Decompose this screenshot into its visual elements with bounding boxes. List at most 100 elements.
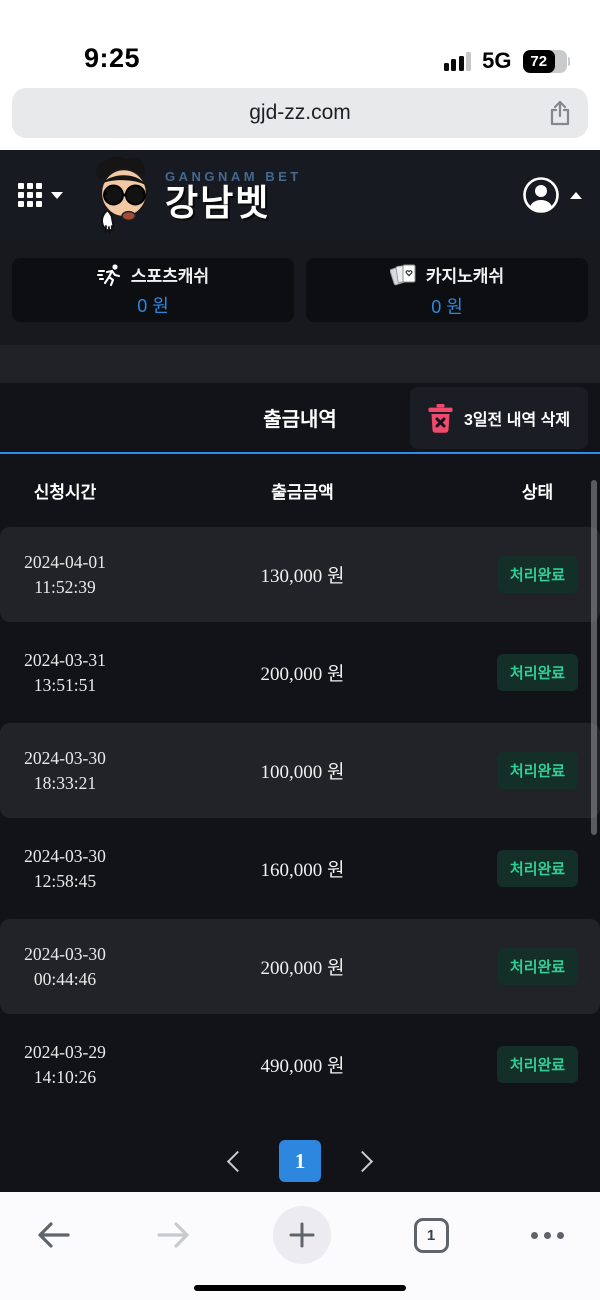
status-cell: 처리완료 xyxy=(475,850,600,887)
tab-count: 1 xyxy=(426,1226,436,1244)
site-logo[interactable]: GANGNAM BET 강남벳 xyxy=(85,155,302,235)
network-type: 5G xyxy=(482,48,512,73)
url-text[interactable]: gjd-zz.com xyxy=(249,101,351,124)
request-date: 2024-04-01 xyxy=(24,551,106,572)
request-time: 13:51:51 xyxy=(33,674,97,695)
profile-icon xyxy=(523,177,559,213)
prev-page-icon[interactable] xyxy=(226,1150,249,1172)
request-time-cell: 2024-03-29 14:10:26 xyxy=(0,1040,130,1090)
status-cell: 처리완료 xyxy=(475,948,600,985)
request-time-cell: 2024-04-01 11:52:39 xyxy=(0,550,130,600)
request-time-cell: 2024-03-30 00:44:46 xyxy=(0,942,130,992)
request-date: 2024-03-30 xyxy=(24,747,106,768)
brand-name-ko: 강남벳 xyxy=(165,181,271,223)
back-icon xyxy=(38,1222,70,1248)
runner-icon xyxy=(96,263,120,286)
request-time: 14:10:26 xyxy=(33,1066,97,1087)
request-date: 2024-03-29 xyxy=(24,1041,106,1062)
address-bar[interactable]: gjd-zz.com xyxy=(12,88,588,138)
section-header: 출금내역 3일전 내역 삭제 xyxy=(0,383,600,452)
spacer-band xyxy=(0,345,600,383)
request-date: 2024-03-30 xyxy=(24,845,106,866)
cash-summary-row: 스포츠캐쉬 0 원 카지노캐쉬 0 원 xyxy=(0,240,600,345)
request-time: 11:52:39 xyxy=(34,576,96,597)
battery-percent: 72 xyxy=(530,52,548,70)
more-menu-button[interactable] xyxy=(531,1231,564,1239)
delete-history-button[interactable]: 3일전 내역 삭제 xyxy=(410,387,588,449)
request-time-cell: 2024-03-30 12:58:45 xyxy=(0,844,130,894)
col-header-amount: 출금금액 xyxy=(271,483,334,502)
col-header-request-time: 신청시간 xyxy=(33,483,97,502)
status-badge: 처리완료 xyxy=(496,556,579,593)
browser-toolbar: 1 xyxy=(0,1192,600,1300)
new-tab-button[interactable] xyxy=(273,1206,331,1264)
mascot-icon xyxy=(96,156,148,235)
scrollbar-thumb[interactable] xyxy=(591,480,597,835)
caret-down-icon xyxy=(51,191,63,199)
table-row: 2024-03-29 14:10:26 490,000 원 처리완료 xyxy=(0,1017,600,1112)
request-date: 2024-03-31 xyxy=(24,649,106,670)
trash-delete-icon xyxy=(428,403,453,433)
page-button-1[interactable]: 1 xyxy=(279,1140,321,1182)
status-badge: 처리완료 xyxy=(496,948,579,985)
request-time-cell: 2024-03-31 13:51:51 xyxy=(0,648,130,698)
status-indicators: 5G 72 xyxy=(443,48,570,74)
col-header-status: 상태 xyxy=(521,483,554,502)
amount-cell: 130,000 원 xyxy=(260,566,345,587)
amount-cell: 200,000 원 xyxy=(260,664,345,685)
status-cell: 처리완료 xyxy=(475,752,600,789)
brand-name-en: GANGNAM BET xyxy=(165,168,302,184)
table-header: 신청시간 출금금액 상태 xyxy=(0,454,600,527)
playing-cards-icon xyxy=(389,264,416,285)
grid-menu-button[interactable] xyxy=(18,183,63,207)
clock: 9:25 xyxy=(84,43,141,73)
new-tab-plus-icon xyxy=(289,1222,315,1248)
request-time: 18:33:21 xyxy=(33,772,97,793)
amount-cell: 160,000 원 xyxy=(260,860,345,881)
profile-menu-button[interactable] xyxy=(521,175,582,215)
table-row: 2024-04-01 11:52:39 130,000 원 처리완료 xyxy=(0,527,600,622)
sports-cash-value: 0 원 xyxy=(137,296,169,316)
casino-cash-card[interactable]: 카지노캐쉬 0 원 xyxy=(306,258,588,322)
grid-menu-icon xyxy=(18,183,42,207)
sports-cash-card[interactable]: 스포츠캐쉬 0 원 xyxy=(12,258,294,322)
tabs-button[interactable]: 1 xyxy=(413,1217,449,1253)
request-date: 2024-03-30 xyxy=(24,943,106,964)
delete-history-label: 3일전 내역 삭제 xyxy=(463,412,571,429)
pagination: 1 xyxy=(0,1140,600,1182)
back-button[interactable] xyxy=(36,1220,72,1250)
amount-cell: 100,000 원 xyxy=(260,762,345,783)
amount-cell: 490,000 원 xyxy=(260,1056,345,1077)
amount-cell: 200,000 원 xyxy=(260,958,345,979)
table-row: 2024-03-30 18:33:21 100,000 원 처리완료 xyxy=(0,723,600,818)
status-badge: 처리완료 xyxy=(496,1046,579,1083)
site-header: GANGNAM BET 강남벳 xyxy=(0,150,600,240)
status-bar: 9:25 5G 72 xyxy=(0,0,600,88)
status-cell: 처리완료 xyxy=(475,1046,600,1083)
withdrawal-table-body: 2024-04-01 11:52:39 130,000 원 처리완료 2024-… xyxy=(0,527,600,1112)
forward-button[interactable] xyxy=(155,1220,191,1250)
caret-up-icon xyxy=(570,191,582,199)
section-title: 출금내역 xyxy=(263,409,337,431)
status-badge: 처리완료 xyxy=(496,752,579,789)
status-badge: 처리완료 xyxy=(496,850,579,887)
battery-icon: 72 xyxy=(522,49,570,73)
table-row: 2024-03-30 00:44:46 200,000 원 처리완료 xyxy=(0,919,600,1014)
home-indicator[interactable] xyxy=(194,1285,406,1291)
sports-cash-label: 스포츠캐쉬 xyxy=(130,267,210,286)
status-cell: 처리완료 xyxy=(475,654,600,691)
browser-url-row: gjd-zz.com xyxy=(0,88,600,150)
status-cell: 처리완료 xyxy=(475,556,600,593)
request-time-cell: 2024-03-30 18:33:21 xyxy=(0,746,130,796)
request-time: 00:44:46 xyxy=(33,968,97,989)
table-row: 2024-03-31 13:51:51 200,000 원 처리완료 xyxy=(0,625,600,720)
withdrawal-history-section: 출금내역 3일전 내역 삭제 신청시간 출금금액 상태 2024-04-01 1… xyxy=(0,383,600,1192)
share-icon[interactable] xyxy=(548,99,572,127)
request-time: 12:58:45 xyxy=(33,870,97,891)
section-divider xyxy=(0,452,600,454)
next-page-icon[interactable] xyxy=(351,1150,374,1172)
forward-icon xyxy=(156,1222,189,1248)
casino-cash-label: 카지노캐쉬 xyxy=(425,267,505,286)
table-row: 2024-03-30 12:58:45 160,000 원 처리완료 xyxy=(0,821,600,916)
status-badge: 처리완료 xyxy=(496,654,579,691)
